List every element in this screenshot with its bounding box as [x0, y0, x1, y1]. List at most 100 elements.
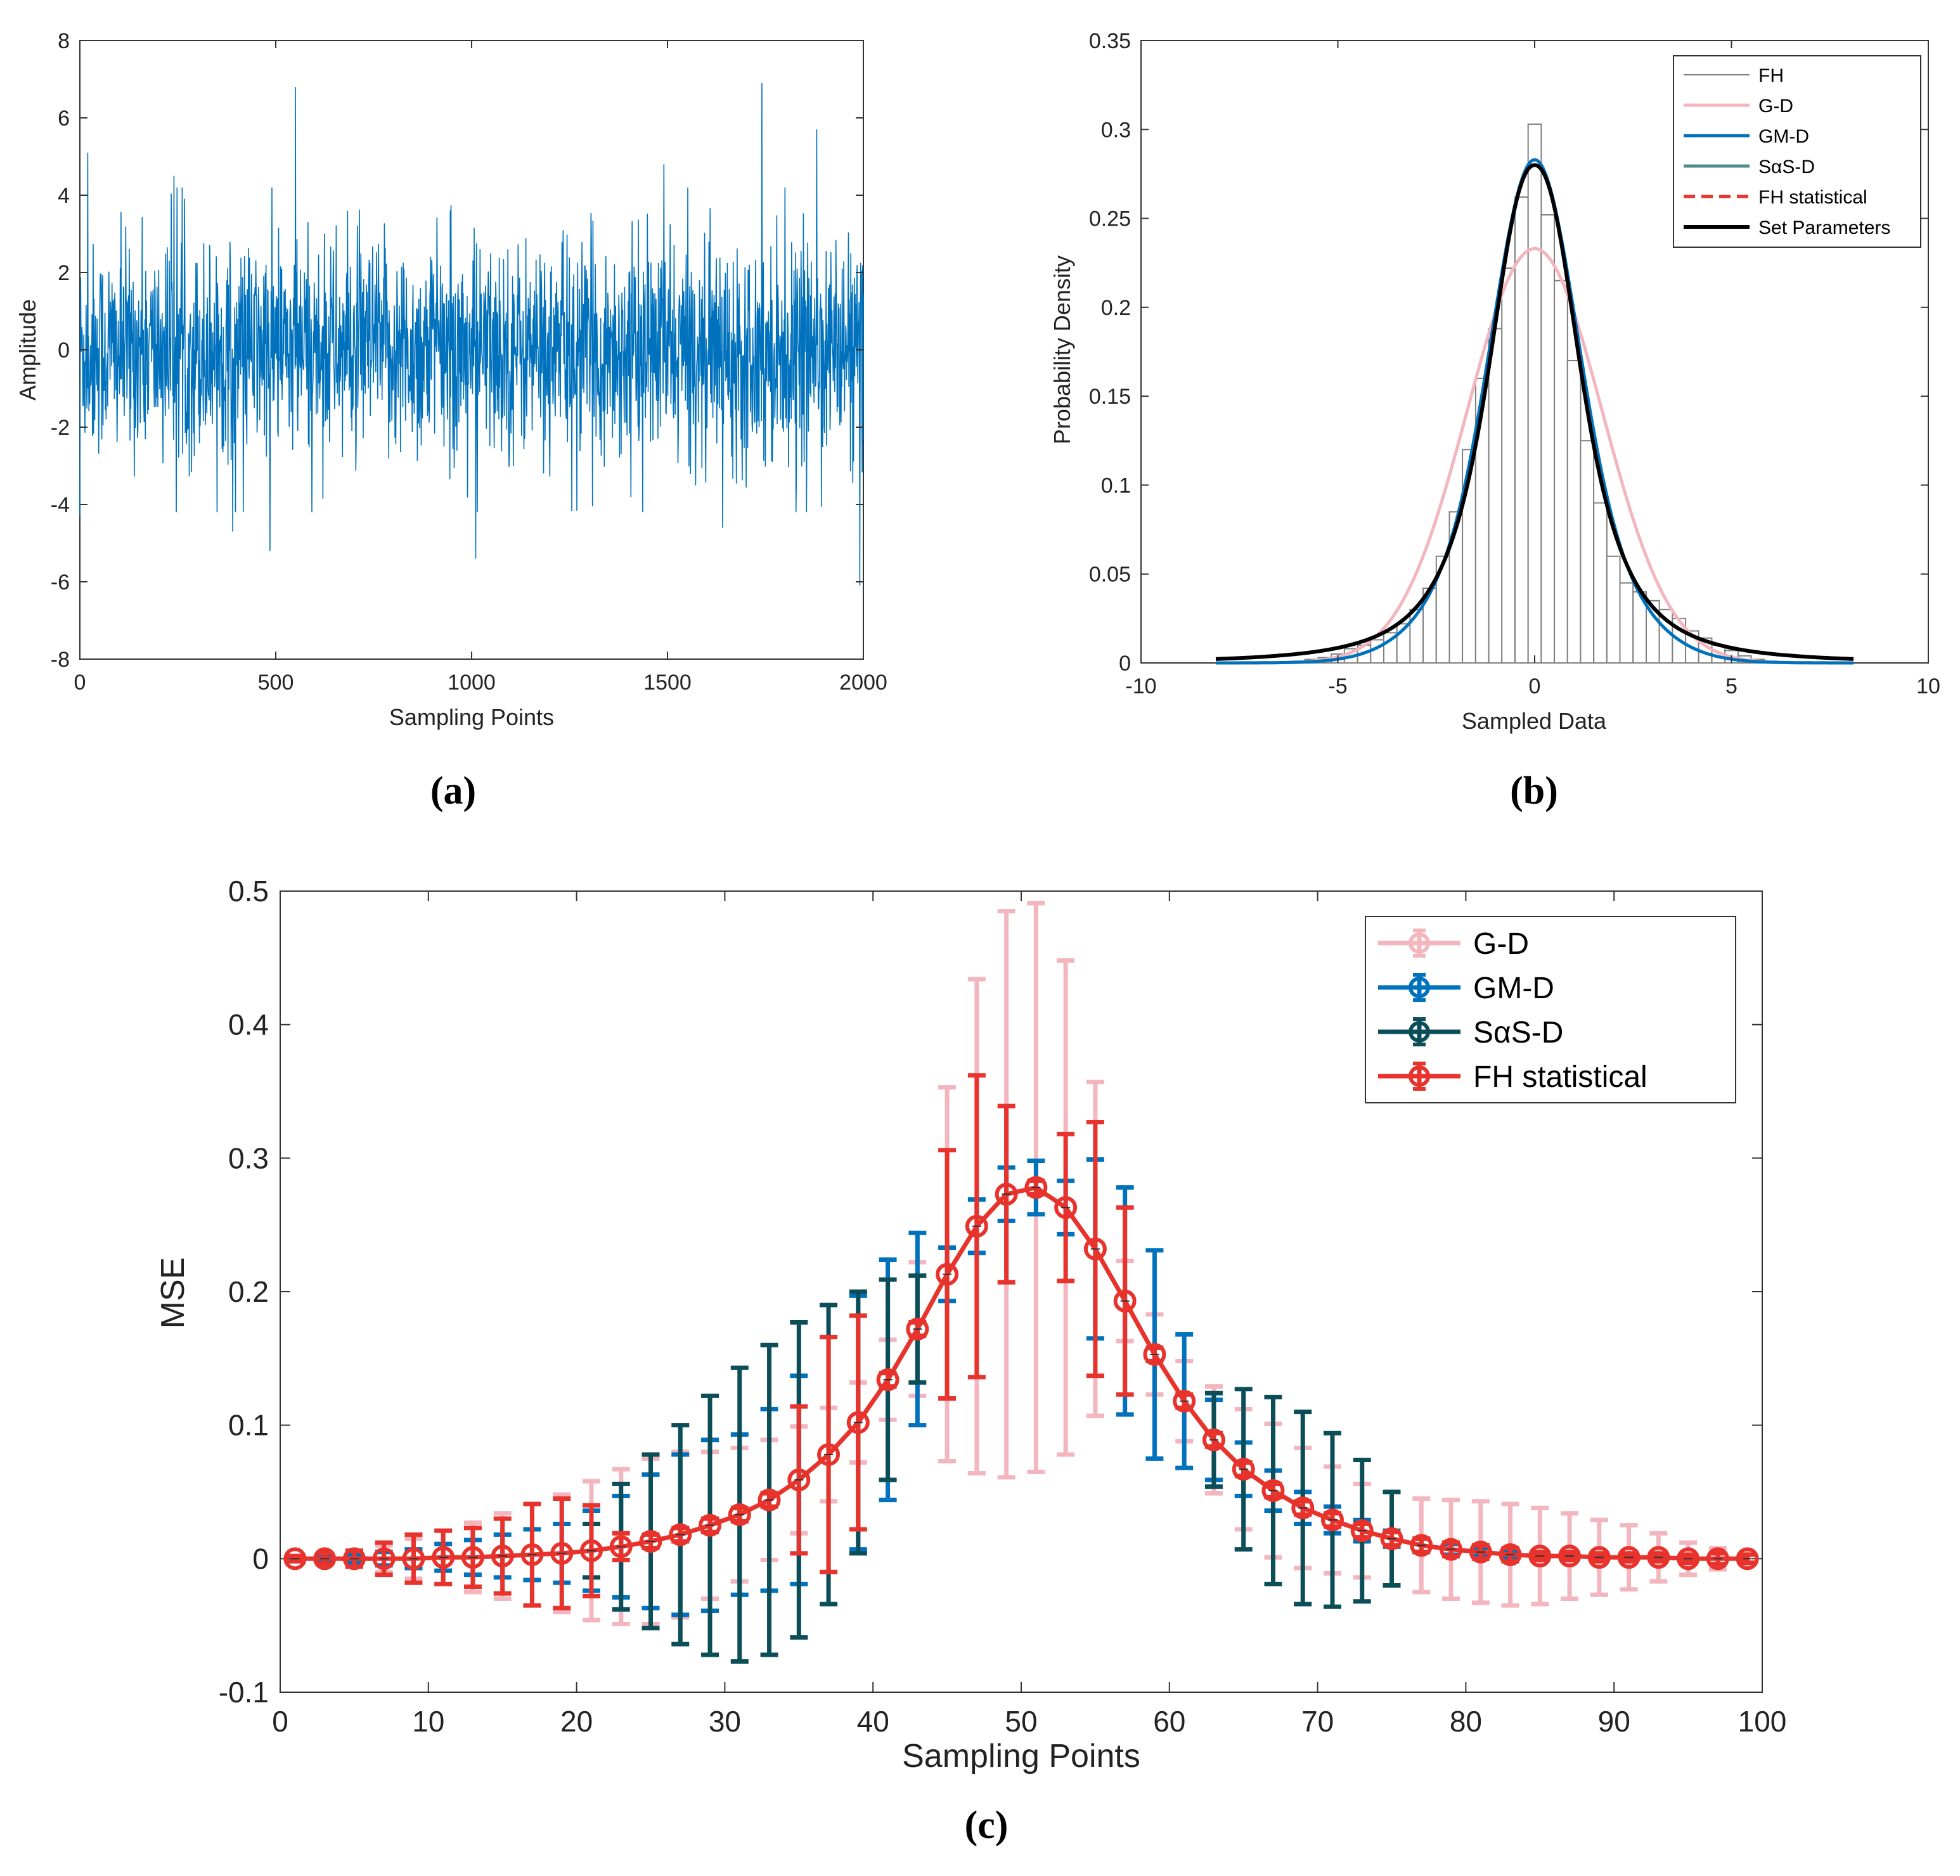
panel-c-mean-marker [1617, 1546, 1641, 1569]
panel-c-label: (c) [965, 1804, 1009, 1847]
panel-b-xtick-label: -10 [1125, 674, 1156, 698]
panel-c-mean-marker [461, 1546, 484, 1569]
panel-b-histogram-bar [1593, 502, 1608, 664]
panel-c-mean-marker [1113, 1289, 1137, 1313]
panel-c-legend-label: FH statistical [1473, 1060, 1647, 1094]
panel-c-legend-marker [1409, 977, 1430, 998]
panel-c-ticks: 0 10 20 30 40 50 60 70 80 90 100-0.100.10.20.30.40… [219, 875, 1787, 1738]
panel-c-mean-marker [669, 1523, 692, 1546]
panel-c-mean-marker [1202, 1428, 1225, 1451]
panel-a-ytick-label: -8 [51, 648, 70, 672]
panel-a-ytick-label: 0 [58, 338, 70, 363]
panel-c-mean-marker [402, 1547, 425, 1571]
panel-c-mean-marker [1380, 1527, 1403, 1550]
panel-b-curve-gm-d [1216, 158, 1854, 665]
panel-b-xtick-label: 5 [1725, 674, 1738, 698]
panel-c-ytick-label: 0.5 [228, 875, 269, 908]
panel-c-xtick-label: 60 [1153, 1705, 1185, 1738]
panel-c-mean-marker [1143, 1343, 1166, 1366]
panel-b-ytick-label: 0.3 [1101, 118, 1131, 142]
panel-c-mean-marker [1558, 1545, 1582, 1568]
panel-b-histogram-bar [1501, 267, 1516, 664]
panel-c-mean-marker [432, 1546, 455, 1569]
panel-c-mean-marker [1232, 1458, 1255, 1481]
panel-a-xtick-label: 2000 [839, 671, 887, 695]
panel-b-xtick-label: 10 [1916, 674, 1940, 698]
panel-b: -10 -5 0 5 10 0 0.05 0.1 0.15 0.2 0.25 0.3 0.35 FH G-… [1049, 29, 1940, 813]
panel-c-mean-marker [728, 1503, 751, 1526]
panel-b-legend: FH G-D GM-D SαS-D FH statistical Set Paramete… [1673, 55, 1921, 248]
panel-c-mean-marker [1440, 1538, 1463, 1561]
panel-c-mean-marker [1261, 1479, 1285, 1502]
panel-b-ylabel: Probability Density [1049, 255, 1075, 444]
panel-a-ytick-label: 6 [58, 106, 70, 131]
panel-c-legend-marker [1409, 1065, 1430, 1087]
panel-b-ytick-label: 0.35 [1089, 29, 1131, 53]
panel-b-xtick-label: -5 [1328, 674, 1347, 698]
panel-c-mean-marker [1083, 1237, 1107, 1261]
panel-c-xtick-label: 70 [1301, 1705, 1334, 1738]
panel-b-ytick-label: 0.1 [1101, 473, 1131, 498]
panel-a-signal-line [79, 83, 864, 586]
panel-a-ytick-label: -6 [51, 570, 70, 594]
panel-c-mean-marker [906, 1317, 929, 1340]
panel-c-mean-marker [579, 1539, 603, 1562]
panel-c-mean-marker [520, 1543, 544, 1567]
panel-c-mean-marker [491, 1545, 514, 1568]
panel-c-legend-marker [1409, 1021, 1430, 1043]
panel-b-ytick-label: 0.2 [1101, 296, 1131, 320]
panel-a-ytick-label: 2 [58, 261, 70, 285]
panel-a-xtick-label: 0 [74, 671, 86, 695]
panel-c-xlabel: Sampling Points [902, 1738, 1140, 1775]
panel-c-mean-marker [1677, 1547, 1700, 1571]
panel-b-ytick-label: 0.25 [1089, 207, 1131, 231]
panel-c-mean-marker [1528, 1545, 1552, 1568]
panel-c-xtick-label: 90 [1598, 1705, 1630, 1738]
panel-b-legend-label: GM-D [1758, 126, 1809, 147]
panel-c-ytick-label: 0.4 [228, 1008, 269, 1041]
panel-c-legend-label: SαS-D [1473, 1016, 1563, 1050]
panel-c-series [283, 901, 1759, 1664]
panel-b-legend-label: SαS-D [1758, 157, 1815, 177]
panel-b-histogram-bar [1619, 582, 1634, 664]
panel-c-mean-marker [1291, 1496, 1315, 1520]
panel-b-xlabel: Sampled Data [1462, 708, 1607, 734]
panel-b-legend-box [1673, 55, 1921, 248]
panel-c-mean-marker [1350, 1519, 1374, 1543]
panel-a-series [79, 83, 864, 586]
panel-a-ytick-label: 8 [58, 29, 70, 53]
panel-c-mean-marker [1587, 1546, 1611, 1569]
panel-b-ticks: -10 -5 0 5 10 0 0.05 0.1 0.15 0.2 0.25 0.3 0.35 [1089, 29, 1940, 698]
panel-c-series-fh-statistical [286, 1073, 1757, 1610]
panel-c-mean-marker [1173, 1389, 1196, 1413]
panel-c-legend: G-D GM-D SαS-D FH statistical [1365, 916, 1736, 1103]
panel-a-xtick-label: 1000 [448, 671, 496, 695]
panel-a-ytick-label: 4 [58, 184, 70, 208]
panel-c-mean-marker [758, 1488, 781, 1512]
panel-c-xtick-label: 30 [709, 1705, 741, 1738]
panel-c-mean-marker [1410, 1534, 1433, 1557]
panel-b-histogram-bar [1514, 196, 1529, 664]
panel-c-mean-marker [609, 1535, 633, 1558]
panel-b-histogram-bar [1606, 555, 1621, 664]
panel-b-ytick-label: 0.05 [1089, 563, 1131, 587]
panel-b-legend-label: FH statistical [1758, 187, 1867, 208]
panel-c-mean-marker [1499, 1543, 1522, 1567]
panel-b-histogram-bar [1409, 608, 1424, 664]
panel-c-mean-marker [639, 1529, 662, 1553]
panel-c-mean-marker [1647, 1546, 1670, 1569]
panel-c-mean-marker [817, 1443, 841, 1467]
panel-c-ytick-label: 0 [252, 1542, 269, 1575]
panel-c-mean-marker [1736, 1547, 1759, 1571]
panel-a-ticks: 0 500 1000 1500 2000 -8 -6 -4 -2 0 2 4 6 8 [51, 29, 887, 695]
panel-a-ylabel: Amplitude [15, 299, 41, 401]
panel-c-mean-marker [372, 1547, 396, 1571]
panel-c-ylabel: MSE [155, 1257, 191, 1329]
panel-c-mean-marker [876, 1368, 899, 1392]
panel-c-legend-label: GM-D [1473, 972, 1554, 1005]
panel-a-xlabel: Sampling Points [389, 704, 554, 730]
panel-b-label: (b) [1510, 769, 1558, 813]
panel-c-mean-marker [995, 1183, 1018, 1206]
panel-b-histogram-bar [1488, 328, 1503, 664]
